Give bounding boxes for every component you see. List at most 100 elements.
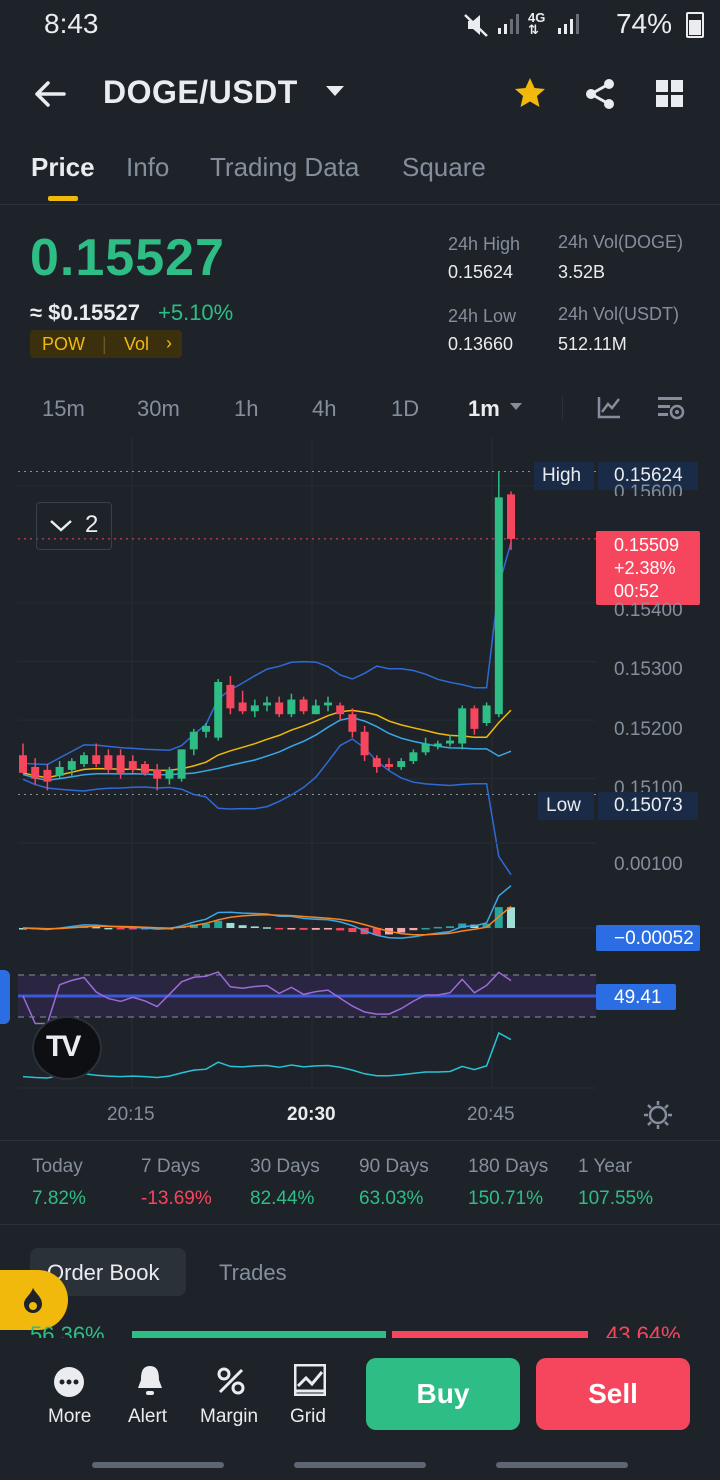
macd-histogram-bar: [348, 928, 357, 933]
candle-body: [128, 761, 137, 770]
star-icon[interactable]: [513, 76, 547, 110]
tab-price[interactable]: Price: [31, 152, 95, 182]
tab-trades[interactable]: Trades: [219, 1260, 287, 1285]
performance-value: 150.71%: [468, 1188, 544, 1209]
performance-label: Today: [32, 1156, 83, 1177]
margin-button[interactable]: [196, 1352, 266, 1432]
status-bar: 8:43 4G ⇅ 74%: [0, 0, 720, 50]
macd-value-tag: −0.00052: [596, 925, 700, 951]
timeframe-1m[interactable]: 1m: [468, 396, 500, 421]
tag-vol[interactable]: Vol: [124, 334, 150, 354]
indicator-collapse-button[interactable]: 2: [36, 502, 112, 550]
signal-icon: [498, 14, 519, 34]
nav-back[interactable]: [496, 1462, 628, 1468]
macd-signal-line: [22, 905, 512, 936]
macd-tick: 0.00100: [614, 854, 683, 875]
fire-button[interactable]: [0, 1270, 68, 1330]
grid-menu-icon[interactable]: [656, 80, 684, 108]
indicator-count: 2: [85, 511, 99, 538]
candle-body: [202, 725, 210, 732]
back-arrow-icon[interactable]: [34, 80, 66, 108]
candle-body: [287, 699, 296, 715]
grid-button[interactable]: [282, 1352, 338, 1432]
chevron-down-icon: [50, 520, 72, 532]
alert-button[interactable]: [122, 1352, 182, 1432]
indicator-icon[interactable]: [596, 394, 622, 420]
price-change: +5.10%: [158, 300, 234, 325]
grid-trading-icon: [294, 1364, 326, 1396]
timeframe-15m[interactable]: 15m: [42, 396, 85, 421]
macd-histogram-bar: [372, 928, 381, 936]
rsi-value: 49.41: [614, 987, 662, 1008]
macd-histogram-bar: [482, 923, 491, 928]
candle-body: [336, 705, 345, 715]
timeframe-1h[interactable]: 1h: [234, 396, 259, 421]
current-change: +2.38%: [614, 558, 676, 578]
performance-value: 7.82%: [32, 1188, 86, 1209]
candle-body: [482, 705, 491, 723]
timeframe-4h[interactable]: 4h: [312, 396, 337, 421]
performance-label: 1 Year: [578, 1156, 632, 1177]
candle-body: [348, 714, 357, 732]
high-value-tag: 0.15624: [598, 462, 698, 490]
candle-body: [433, 743, 442, 747]
candle-countdown: 00:52: [614, 581, 660, 601]
tab-square[interactable]: Square: [402, 152, 486, 182]
macd-histogram-bar: [446, 926, 454, 928]
macd-value: −0.00052: [614, 928, 694, 949]
macd-histogram-bar: [238, 925, 247, 928]
candlestick-series: [19, 471, 515, 791]
rsi-pane: [18, 971, 596, 1089]
pair-title[interactable]: DOGE/USDT: [103, 74, 298, 110]
more-button[interactable]: [36, 1352, 106, 1432]
sell-button[interactable]: Sell: [536, 1358, 690, 1430]
candle-body: [275, 702, 284, 715]
performance-label: 180 Days: [468, 1156, 549, 1177]
chart-settings-icon[interactable]: [656, 394, 686, 422]
macd-histogram-bar: [226, 922, 235, 928]
macd-histogram-bar: [336, 928, 345, 931]
candle-body: [31, 766, 40, 779]
macd-histogram-bar: [299, 928, 308, 930]
divider: [562, 396, 563, 420]
chevron-down-icon[interactable]: [510, 403, 522, 410]
timeframe-1D[interactable]: 1D: [391, 396, 420, 421]
candle-body: [141, 764, 149, 773]
performance-value: -13.69%: [141, 1188, 212, 1209]
tag-group[interactable]: POW | Vol ›: [30, 330, 182, 358]
tag-pow[interactable]: POW: [42, 334, 85, 354]
share-icon[interactable]: [584, 78, 616, 110]
bollinger-upper: [22, 542, 512, 766]
vol-quote-label: 24h Vol(USDT): [558, 304, 680, 324]
candle-body: [494, 497, 503, 715]
price-chart[interactable]: [0, 438, 720, 1140]
timeframe-30m[interactable]: 30m: [137, 396, 180, 421]
macd-histogram-bar: [324, 928, 332, 930]
obv-line: [22, 1031, 512, 1079]
side-drawer-handle[interactable]: [0, 970, 10, 1024]
divider: [0, 1224, 720, 1225]
macd-histogram-bar: [507, 907, 515, 928]
chevron-down-icon[interactable]: [326, 86, 344, 96]
tab-info[interactable]: Info: [126, 152, 170, 182]
nav-recents[interactable]: [92, 1462, 224, 1468]
candle-body: [507, 494, 515, 539]
candle-body: [55, 766, 64, 776]
brightness-icon[interactable]: [643, 1100, 673, 1130]
candle-body: [19, 755, 27, 773]
low-value-tag: 0.15073: [598, 792, 698, 820]
bid-bar: [132, 1331, 386, 1338]
time-tick: 20:45: [467, 1104, 515, 1125]
performance-label: 30 Days: [250, 1156, 320, 1177]
chevron-right-icon: ›: [166, 333, 172, 353]
vol-base-value: 3.52B: [558, 262, 606, 282]
bid-ratio: 56.36%: [30, 1322, 105, 1338]
high-value: 0.15624: [448, 262, 514, 282]
candle-body: [104, 755, 113, 770]
buy-button[interactable]: Buy: [366, 1358, 520, 1430]
performance-label: 7 Days: [141, 1156, 201, 1177]
header: DOGE/USDT: [0, 62, 720, 126]
price-tick: 0.15100: [614, 778, 683, 792]
nav-home[interactable]: [294, 1462, 426, 1468]
tab-trading-data[interactable]: Trading Data: [210, 152, 360, 182]
